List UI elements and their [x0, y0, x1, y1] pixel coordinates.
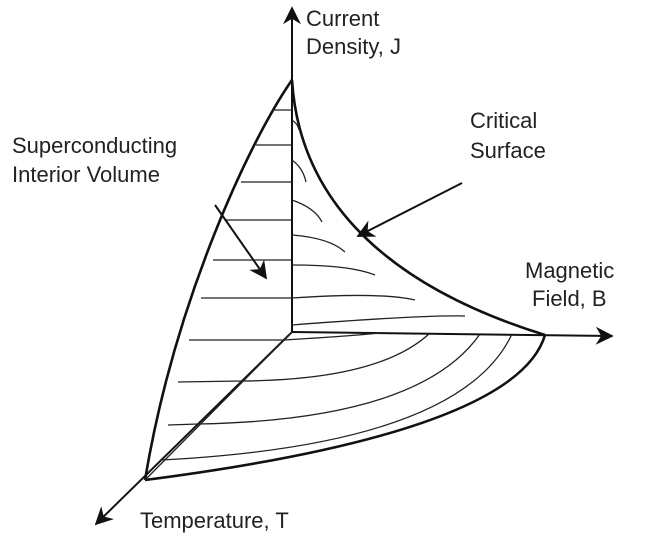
surface-arrow	[356, 182, 463, 237]
surface-label: Critical	[470, 108, 537, 133]
interior-label: Superconducting	[12, 133, 177, 158]
right-contours	[291, 119, 466, 326]
surface-label: Surface	[470, 138, 546, 163]
current-label: Current	[306, 6, 379, 31]
current-label: Density, J	[306, 34, 401, 59]
b-axis	[291, 326, 614, 345]
field-label: Magnetic	[525, 258, 614, 283]
interior-arrow	[214, 204, 268, 280]
jb-edge	[290, 79, 546, 337]
temperature-label: Temperature, T	[140, 508, 289, 533]
interior-label: Interior Volume	[12, 162, 160, 187]
bottom-contours	[144, 331, 513, 481]
field-label: Field, B	[532, 286, 607, 311]
left-contours	[167, 109, 292, 426]
bt-edge	[144, 334, 547, 482]
